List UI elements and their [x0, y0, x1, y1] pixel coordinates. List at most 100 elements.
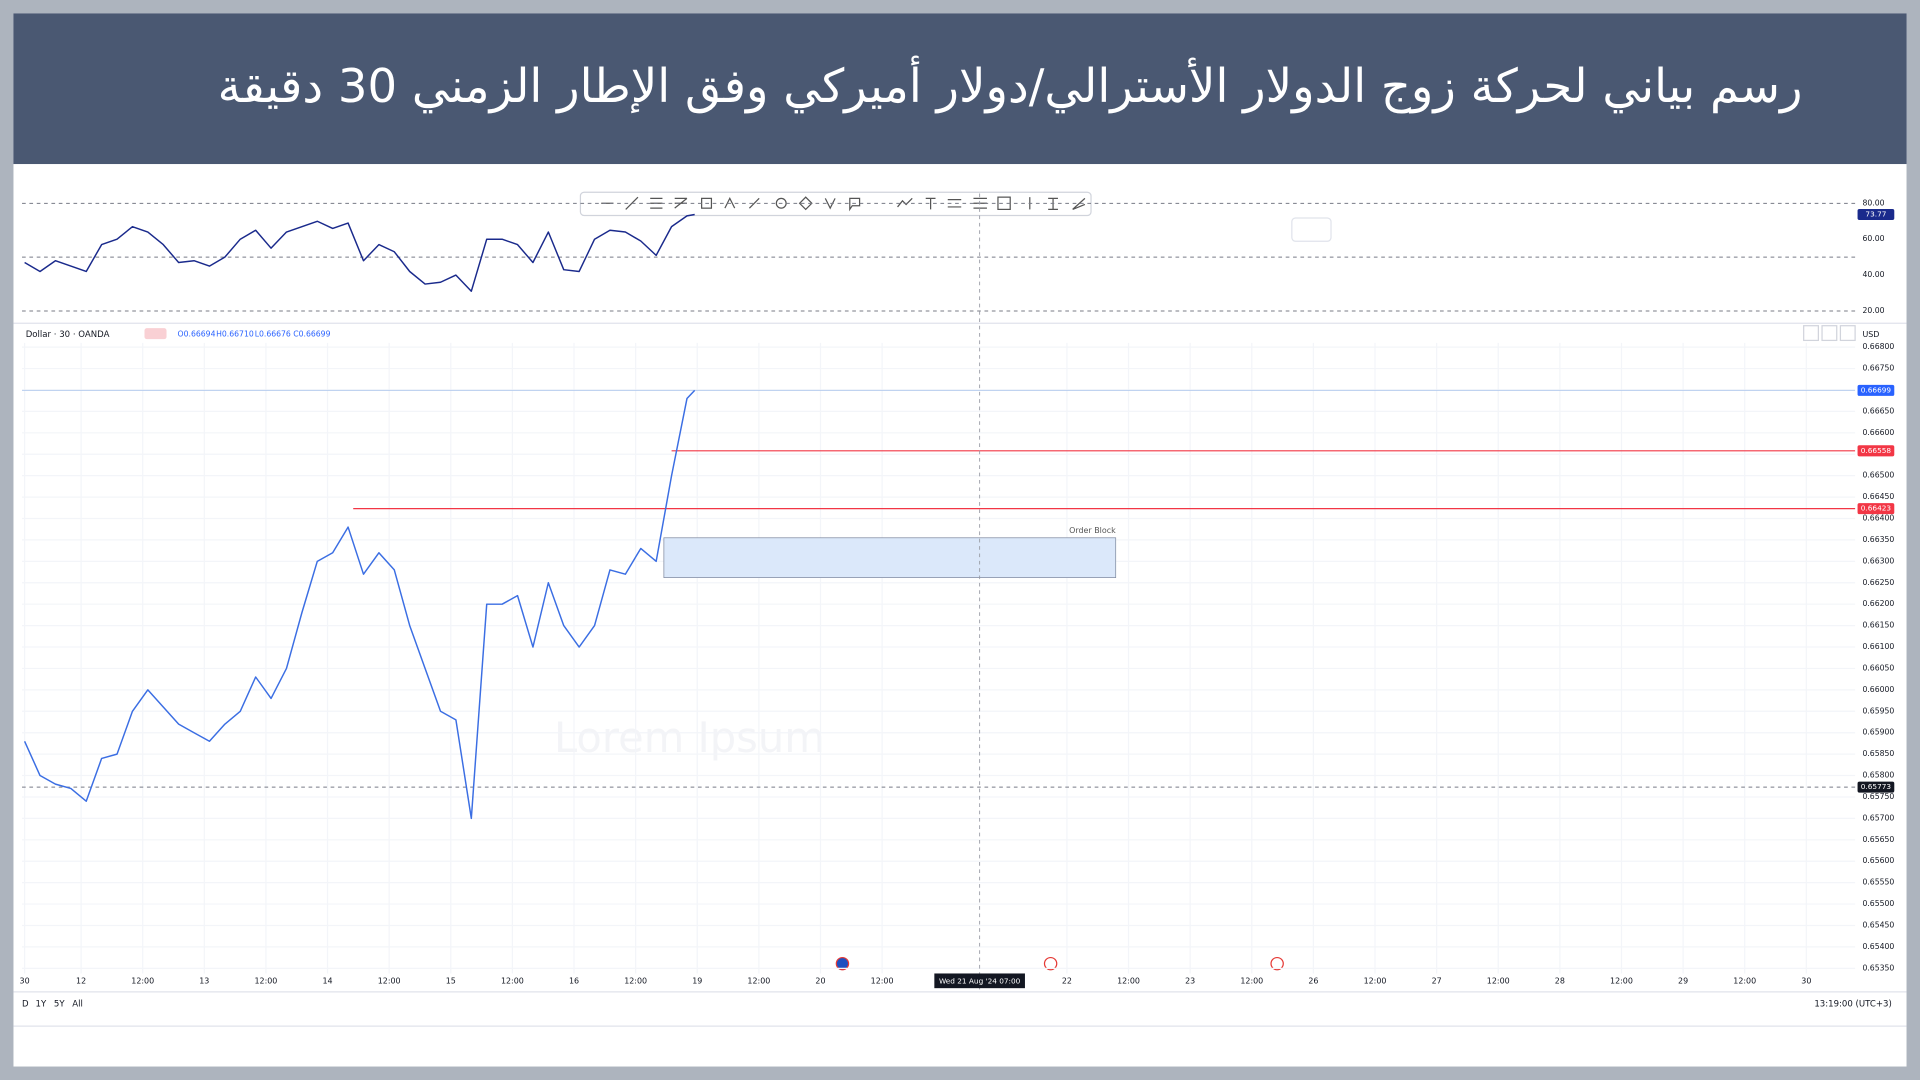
- x-tick-label: 12:00: [1117, 976, 1140, 985]
- toolbar-box[interactable]: [579, 191, 1092, 217]
- x-tick-label: 26: [1308, 976, 1318, 985]
- y-tick-label: 0.66500: [1862, 471, 1894, 480]
- last-value-box: [1857, 384, 1895, 396]
- x-tick-label: 12:00: [1487, 976, 1510, 985]
- x-tick-label: 12:00: [747, 976, 770, 985]
- layout-widget[interactable]: [1291, 217, 1332, 242]
- symbol-label: Dollar · 30 · OANDA: [26, 330, 110, 340]
- currency-label: USD: [1862, 330, 1879, 339]
- y-tick-label: 0.65700: [1862, 813, 1894, 822]
- x-tick-label: 12:00: [378, 976, 401, 985]
- range-button[interactable]: 5Y: [54, 1000, 65, 1010]
- alert-button[interactable]: [144, 328, 167, 340]
- y-tick-label: 0.66350: [1862, 535, 1894, 544]
- x-tick-label: 12:00: [1610, 976, 1633, 985]
- ohlc-value: C0.66699: [293, 329, 330, 338]
- y-tick-label: 0.66300: [1862, 556, 1894, 565]
- scale-button[interactable]: [1839, 325, 1856, 342]
- banner-title: رسم بياني لحركة زوج الدولار الأسترالي/دو…: [218, 55, 1803, 114]
- drawing-toolbar[interactable]: [579, 191, 1092, 217]
- y-tick-label: 0.65600: [1862, 856, 1894, 865]
- y-tick-label: 0.65800: [1862, 771, 1894, 780]
- x-tick-label: 16: [569, 976, 579, 985]
- y-tick-label: 0.65900: [1862, 728, 1894, 737]
- x-tick-label: 23: [1185, 976, 1195, 985]
- crosshair-label: Wed 21 Aug '24 07:00: [939, 976, 1021, 985]
- level-label-box: [1857, 445, 1895, 457]
- range-button[interactable]: All: [72, 1000, 83, 1010]
- x-tick-label: 14: [322, 976, 332, 985]
- ohlc-value: O0.66694: [178, 329, 216, 338]
- x-tick-label: 12:00: [501, 976, 524, 985]
- x-tick-label: 12:00: [254, 976, 277, 985]
- x-tick-label: 29: [1678, 976, 1688, 985]
- x-tick-label: 15: [446, 976, 456, 985]
- y-tick-label: 0.66050: [1862, 663, 1894, 672]
- x-tick-label: 12:00: [871, 976, 894, 985]
- order-block-label: Order Block: [1069, 526, 1116, 535]
- y-tick-label: 0.65400: [1862, 942, 1894, 951]
- last-value-box: [1857, 208, 1895, 221]
- range-button[interactable]: 1Y: [36, 1000, 47, 1010]
- y-tick-label: 0.65850: [1862, 749, 1894, 758]
- level-label-box: [1857, 781, 1895, 793]
- x-tick-label: 28: [1555, 976, 1565, 985]
- y-tick-label: 0.66750: [1862, 364, 1894, 373]
- x-tick-label: 12:00: [1364, 976, 1387, 985]
- ohlc-legend: O0.66694 H0.66710 L0.66676 C0.66699: [178, 329, 331, 338]
- y-tick-label: 60.00: [1862, 234, 1884, 243]
- x-tick-label: 12:00: [624, 976, 647, 985]
- y-tick-label: 0.65550: [1862, 878, 1894, 887]
- x-tick-label: 27: [1432, 976, 1442, 985]
- level-label-box: [1857, 503, 1895, 515]
- x-tick-label: 19: [692, 976, 702, 985]
- y-tick-label: 0.66400: [1862, 514, 1894, 523]
- y-tick-label: 0.66150: [1862, 621, 1894, 630]
- y-tick-label: 40.00: [1862, 270, 1884, 279]
- scale-button[interactable]: [1821, 325, 1838, 342]
- series-line: [24, 213, 695, 292]
- y-tick-label: 0.65350: [1862, 963, 1894, 972]
- crosshair-label-box: [934, 973, 1025, 989]
- x-tick-label: 22: [1062, 976, 1072, 985]
- x-tick-label: 30: [1801, 976, 1811, 985]
- x-tick-label: 12:00: [1733, 976, 1756, 985]
- y-tick-label: 0.65750: [1862, 792, 1894, 801]
- y-tick-label: 80.00: [1862, 198, 1884, 207]
- x-tick-label: 13: [199, 976, 209, 985]
- x-tick-label: 30: [20, 976, 30, 985]
- level-label: 0.65773: [1861, 782, 1892, 791]
- chart-area: [13, 164, 1907, 1067]
- last-value-label: 0.66699: [1861, 385, 1892, 394]
- series-line: [23, 389, 696, 820]
- x-tick-label: 20: [815, 976, 825, 985]
- y-tick-label: 0.65650: [1862, 835, 1894, 844]
- x-tick-label: 12: [76, 976, 86, 985]
- y-tick-label: 0.66250: [1862, 578, 1894, 587]
- ohlc-value: L0.66676: [255, 329, 291, 338]
- clock: 13:19:00 (UTC+3): [1814, 1000, 1891, 1010]
- y-tick-label: 0.66800: [1862, 342, 1894, 351]
- footer: D 1Y 5Y All: [22, 1000, 83, 1010]
- y-tick-label: 20.00: [1862, 306, 1884, 315]
- y-tick-label: 0.65450: [1862, 920, 1894, 929]
- x-tick-label: 12:00: [131, 976, 154, 985]
- y-tick-label: 0.65950: [1862, 706, 1894, 715]
- scale-button[interactable]: [1803, 325, 1819, 342]
- y-tick-label: 0.66200: [1862, 599, 1894, 608]
- range-button[interactable]: D: [22, 1000, 29, 1010]
- ohlc-value: H0.66710: [216, 329, 254, 338]
- y-tick-label: 0.66000: [1862, 685, 1894, 694]
- y-tick-label: 0.66650: [1862, 406, 1894, 415]
- last-value-label: 73.77: [1865, 210, 1886, 219]
- banner: [13, 13, 1907, 165]
- order-block: [663, 537, 1117, 578]
- y-tick-label: 0.66450: [1862, 492, 1894, 501]
- y-tick-label: 0.66100: [1862, 642, 1894, 651]
- y-tick-label: 0.65500: [1862, 899, 1894, 908]
- y-tick-label: 0.66600: [1862, 428, 1894, 437]
- event-icons: [835, 956, 1284, 971]
- level-label: 0.66558: [1861, 446, 1892, 455]
